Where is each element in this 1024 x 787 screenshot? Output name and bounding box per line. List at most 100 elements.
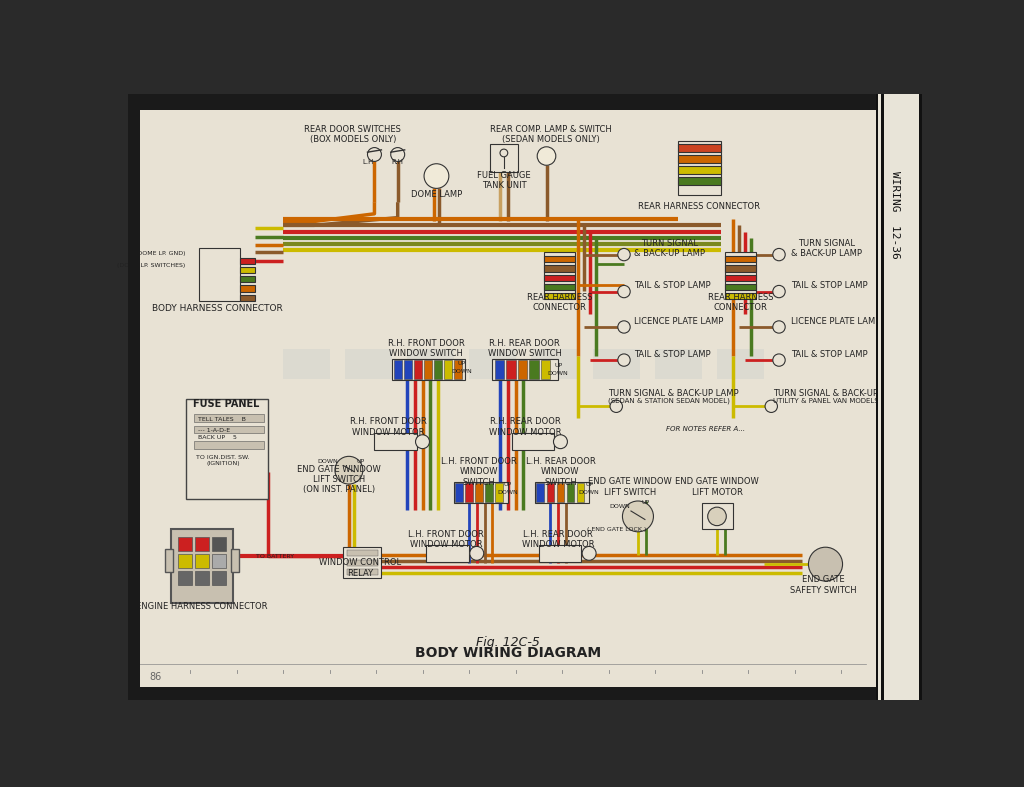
Bar [701, 503, 732, 530]
Bar [196, 538, 209, 551]
Bar [725, 253, 756, 294]
Text: LICENCE PLATE LAMP: LICENCE PLATE LAMP [791, 317, 880, 326]
Bar [375, 433, 417, 450]
Text: TURN SIGNAL & BACK-UP LAMP: TURN SIGNAL & BACK-UP LAMP [773, 389, 903, 397]
Bar [485, 483, 493, 502]
Bar [346, 550, 378, 556]
Bar [547, 483, 554, 502]
Circle shape [554, 434, 567, 449]
Text: BACK UP    5: BACK UP 5 [198, 434, 237, 440]
Bar [475, 483, 483, 502]
Bar [212, 571, 226, 585]
Text: TURN SIGNAL
& BACK-UP LAMP: TURN SIGNAL & BACK-UP LAMP [634, 238, 706, 258]
Bar [678, 166, 721, 174]
Text: TO BATTERY: TO BATTERY [256, 554, 294, 559]
Text: TELL TALES    B: TELL TALES B [198, 417, 246, 422]
Bar [541, 360, 550, 379]
Bar [171, 530, 232, 603]
Bar [529, 360, 539, 379]
Text: (DOME LP. GND): (DOME LP. GND) [135, 251, 185, 257]
Circle shape [708, 507, 726, 526]
Bar [496, 483, 503, 502]
Text: END GATE WINDOW
LIFT SWITCH
(ON INST. PANEL): END GATE WINDOW LIFT SWITCH (ON INST. PA… [297, 464, 381, 494]
Bar [678, 141, 721, 194]
Bar [493, 359, 558, 380]
Text: TURN SIGNAL
& BACK-UP LAMP: TURN SIGNAL & BACK-UP LAMP [791, 238, 861, 258]
Text: LICENCE PLATE LAMP: LICENCE PLATE LAMP [634, 317, 723, 326]
Bar [194, 426, 263, 433]
Circle shape [773, 249, 785, 260]
Bar [593, 349, 640, 379]
Bar [678, 145, 721, 152]
Text: DOWN: DOWN [317, 460, 338, 464]
Bar [577, 483, 585, 502]
Bar [240, 286, 255, 291]
Text: REAR HARNESS
CONNECTOR: REAR HARNESS CONNECTOR [708, 293, 773, 312]
Text: L.H. REAR DOOR
WINDOW
SWITCH: L.H. REAR DOOR WINDOW SWITCH [525, 456, 595, 486]
Text: R.H. FRONT DOOR
WINDOW MOTOR: R.H. FRONT DOOR WINDOW MOTOR [350, 417, 427, 437]
Circle shape [416, 434, 429, 449]
Bar [128, 94, 139, 700]
Bar [283, 349, 330, 379]
Text: --- 1-A-D-E: --- 1-A-D-E [198, 427, 229, 433]
Text: UP: UP [457, 361, 465, 367]
Bar [194, 441, 263, 449]
Circle shape [368, 148, 381, 161]
Text: TAIL & STOP LAMP: TAIL & STOP LAMP [634, 281, 711, 290]
Bar [178, 538, 193, 551]
Text: REAR HARNESS
CONNECTOR: REAR HARNESS CONNECTOR [527, 293, 593, 312]
Text: FUSE PANEL: FUSE PANEL [194, 399, 260, 409]
Bar [537, 483, 544, 502]
Text: UP: UP [642, 500, 650, 505]
Text: REAR DOOR SWITCHES
(BOX MODELS ONLY): REAR DOOR SWITCHES (BOX MODELS ONLY) [304, 125, 401, 144]
Text: WIRING  12-36: WIRING 12-36 [890, 172, 900, 259]
Bar [882, 94, 884, 700]
Bar [346, 569, 378, 575]
Text: DOME LAMP: DOME LAMP [411, 190, 462, 199]
Bar [345, 349, 391, 379]
Bar [424, 360, 432, 379]
Bar [178, 554, 193, 568]
Text: DOWN: DOWN [579, 490, 599, 495]
Bar [544, 284, 575, 290]
Text: DOWN: DOWN [451, 369, 472, 374]
Bar [465, 483, 473, 502]
Circle shape [424, 164, 449, 188]
Text: WINDOW CONTROL
RELAY: WINDOW CONTROL RELAY [319, 558, 401, 578]
Circle shape [617, 321, 630, 333]
Bar [186, 398, 267, 499]
Circle shape [773, 286, 785, 297]
Text: REAR COMP. LAMP & SWITCH
(SEDAN MODELS ONLY): REAR COMP. LAMP & SWITCH (SEDAN MODELS O… [489, 125, 611, 144]
Text: TAIL & STOP LAMP: TAIL & STOP LAMP [791, 350, 867, 359]
Text: TAIL & STOP LAMP: TAIL & STOP LAMP [791, 281, 867, 290]
Text: END GATE WINDOW
LIFT MOTOR: END GATE WINDOW LIFT MOTOR [675, 478, 759, 497]
Text: DOWN: DOWN [609, 504, 631, 509]
Circle shape [391, 148, 404, 161]
Text: BODY HARNESS CONNECTOR: BODY HARNESS CONNECTOR [152, 304, 283, 313]
Circle shape [773, 354, 785, 366]
Text: R.H. FRONT DOOR
WINDOW SWITCH: R.H. FRONT DOOR WINDOW SWITCH [388, 339, 465, 358]
Text: BODY WIRING DIAGRAM: BODY WIRING DIAGRAM [415, 646, 601, 660]
Bar [194, 414, 263, 422]
Bar [444, 360, 452, 379]
Bar [394, 360, 401, 379]
Circle shape [623, 501, 653, 532]
Bar [544, 265, 575, 272]
Bar [231, 549, 239, 572]
Bar [240, 267, 255, 273]
Bar [557, 483, 564, 502]
Bar [391, 359, 465, 380]
Text: END GATE
SAFETY SWITCH: END GATE SAFETY SWITCH [790, 575, 856, 595]
Bar [113, 83, 938, 712]
Circle shape [809, 547, 843, 581]
Bar [518, 360, 527, 379]
Bar [678, 177, 721, 184]
Bar [454, 482, 508, 504]
Bar [128, 94, 876, 110]
Text: END GATE WINDOW
LIFT SWITCH: END GATE WINDOW LIFT SWITCH [589, 478, 672, 497]
Bar [240, 257, 255, 264]
Bar [717, 349, 764, 379]
Circle shape [617, 249, 630, 260]
Bar [879, 94, 919, 700]
Bar [196, 554, 209, 568]
